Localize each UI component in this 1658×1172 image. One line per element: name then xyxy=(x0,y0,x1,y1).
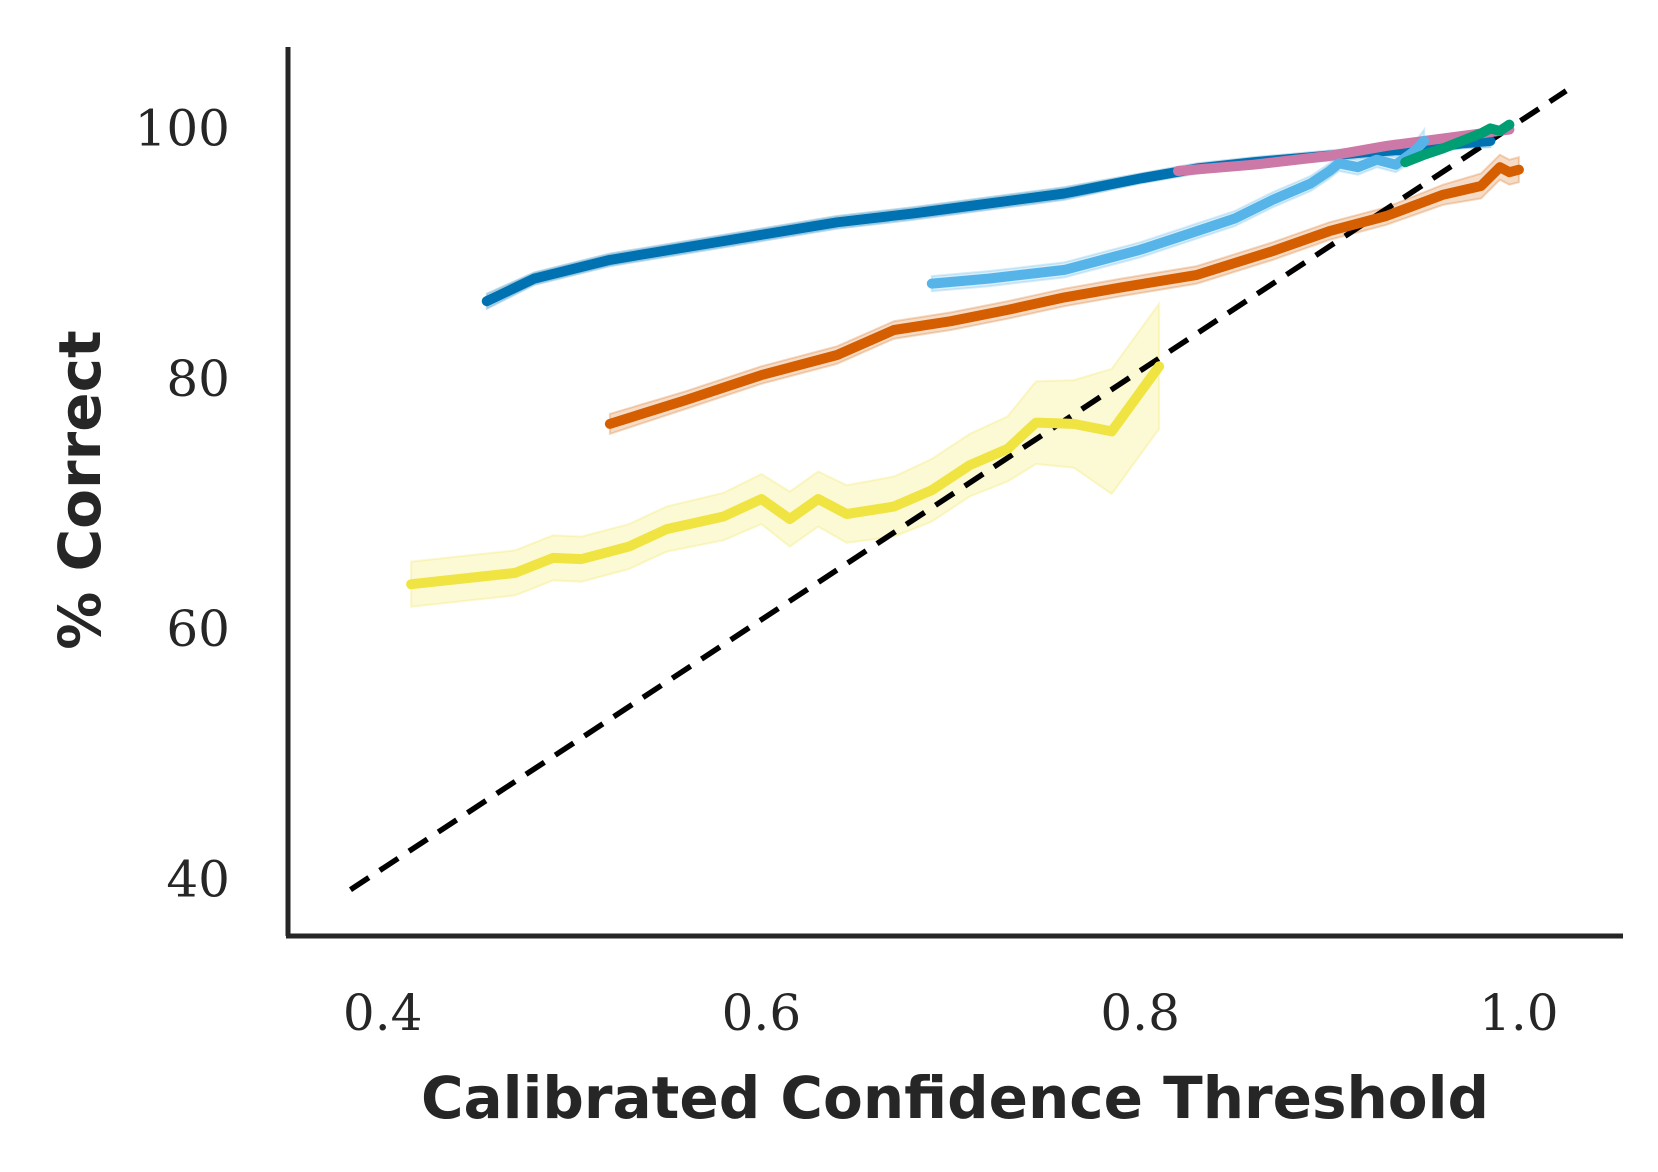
y-tick-label: 100 xyxy=(135,99,230,157)
series-line-3 xyxy=(1400,119,1515,168)
series-lines xyxy=(406,119,1524,590)
y-tick-label: 60 xyxy=(166,600,230,658)
series-line-2 xyxy=(926,135,1430,289)
x-tick-labels: 0.4 0.6 0.8 1.0 xyxy=(343,984,1559,1042)
x-tick-label: 0.4 xyxy=(343,984,423,1042)
confidence-bands xyxy=(410,119,1520,608)
y-axis-label: % Correct xyxy=(46,330,114,649)
y-tick-label: 80 xyxy=(166,350,230,408)
x-tick-label: 0.8 xyxy=(1100,984,1180,1042)
y-tick-labels: 40 60 80 100 xyxy=(135,99,230,908)
series-line-4 xyxy=(604,162,1524,429)
series-line-5 xyxy=(406,361,1165,590)
x-axis-label: Calibrated Confidence Threshold xyxy=(421,1064,1489,1132)
band-5 xyxy=(410,300,1161,608)
x-tick-label: 0.6 xyxy=(722,984,802,1042)
y-tick-label: 40 xyxy=(166,851,230,909)
x-tick-label: 1.0 xyxy=(1479,984,1559,1042)
